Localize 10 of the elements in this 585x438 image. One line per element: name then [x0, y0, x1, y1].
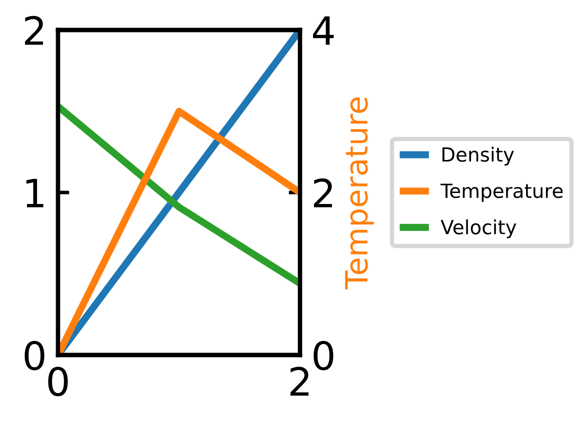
legend-label: Velocity	[440, 219, 516, 238]
y2-tick-label: 0	[314, 340, 334, 370]
y2-tick-label: 4	[313, 16, 334, 45]
y2-axis-title: Temperature	[345, 97, 374, 290]
y-tick-label: 1	[26, 178, 44, 208]
y2-tick-label: 2	[314, 178, 332, 208]
y-tick-label: 2	[24, 16, 43, 45]
y-tick-label: 0	[24, 340, 44, 370]
legend-label: Temperature	[440, 184, 563, 202]
legend-label: Density	[442, 146, 514, 166]
